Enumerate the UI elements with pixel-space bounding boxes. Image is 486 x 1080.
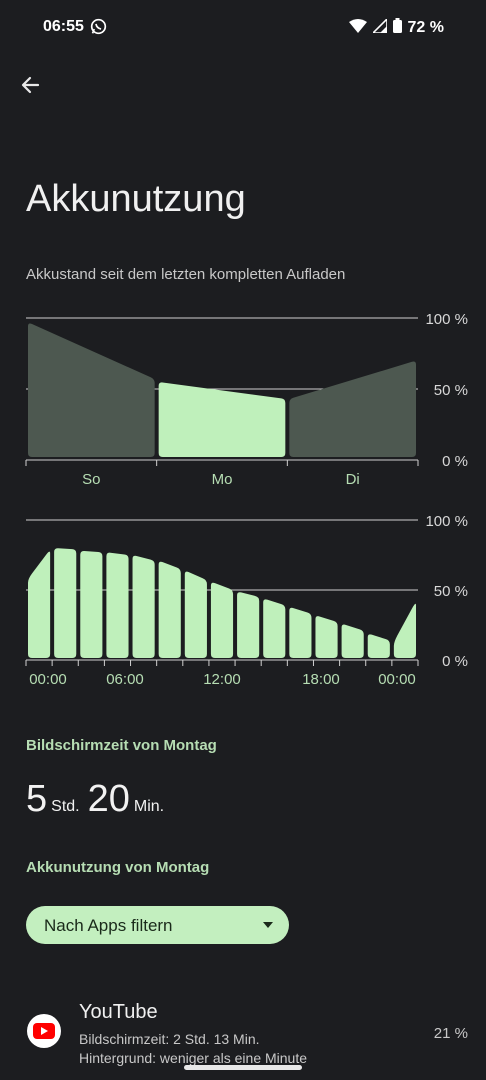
page-title: Akkunutzung	[26, 178, 246, 220]
screen-time-hours-unit: Std.	[51, 798, 80, 815]
daily-battery-chart[interactable]: 100 % 50 % 0 % So Mo Di	[0, 300, 486, 500]
signal-icon	[370, 16, 388, 38]
battery-icon	[392, 18, 402, 38]
back-button[interactable]	[18, 72, 44, 98]
hourly-bar	[106, 552, 129, 658]
hourly-battery-chart[interactable]: 100 % 50 % 0 % 00:00 06:00 12:00 18:00 00:00	[0, 505, 486, 695]
x-tick-label: 18:00	[302, 671, 340, 688]
hourly-bar	[393, 603, 416, 658]
hourly-bar	[210, 582, 234, 658]
y-tick-label: 50 %	[434, 583, 468, 600]
x-tick-label: 06:00	[106, 671, 144, 688]
chart-subtitle: Akkustand seit dem letzten kompletten Au…	[26, 266, 346, 283]
hourly-bar	[132, 555, 155, 658]
y-tick-label: 0 %	[442, 453, 468, 470]
area-segment-mo	[158, 382, 286, 457]
app-background-time: Hintergrund: weniger als eine Minute	[79, 1050, 308, 1066]
youtube-app-icon	[27, 1014, 61, 1048]
hourly-bar	[263, 599, 286, 658]
app-name: YouTube	[79, 1001, 158, 1023]
hourly-bar	[367, 634, 390, 658]
x-tick-label: 12:00	[203, 671, 241, 688]
screen-time-hours: 5	[26, 778, 48, 820]
filter-apps-label: Nach Apps filtern	[44, 916, 173, 935]
y-tick-label: 0 %	[442, 653, 468, 670]
hourly-bar	[28, 551, 51, 658]
hourly-bar	[158, 561, 181, 658]
hourly-bar	[341, 624, 364, 658]
x-tick-label: Di	[346, 471, 360, 488]
hourly-bar	[184, 571, 207, 658]
gesture-nav-handle[interactable]	[184, 1065, 302, 1070]
battery-percent: 72 %	[407, 19, 444, 36]
filter-apps-dropdown[interactable]: Nach Apps filtern	[26, 906, 289, 944]
wifi-icon	[348, 18, 367, 38]
hourly-bar	[54, 548, 77, 658]
app-usage-percent: 21 %	[433, 1025, 468, 1042]
dropdown-arrow-icon	[263, 922, 273, 928]
back-arrow-icon	[21, 76, 40, 94]
area-segment-di	[289, 361, 416, 457]
area-segment-so	[28, 323, 155, 457]
screen-time-minutes: 20	[87, 778, 130, 820]
x-tick-label: 00:00	[29, 671, 67, 688]
hourly-bar	[80, 551, 103, 658]
screen-time-heading: Bildschirmzeit von Montag	[26, 737, 217, 754]
app-usage-row[interactable]: YouTube Bildschirmzeit: 2 Std. 13 Min. H…	[0, 992, 486, 1080]
x-tick-label: So	[82, 471, 100, 488]
y-tick-label: 50 %	[434, 382, 468, 399]
x-tick-label: 00:00	[378, 671, 416, 688]
y-tick-label: 100 %	[425, 513, 468, 530]
screen-time-minutes-unit: Min.	[133, 798, 165, 815]
app-screen-time: Bildschirmzeit: 2 Std. 13 Min.	[79, 1031, 260, 1047]
x-tick-label: Mo	[212, 471, 233, 488]
hourly-bar	[237, 592, 260, 658]
y-tick-label: 100 %	[425, 311, 468, 328]
hourly-bar	[289, 607, 312, 658]
status-bar: 06:55 72 %	[0, 0, 486, 56]
usage-heading: Akkunutzung von Montag	[26, 859, 210, 876]
screen-time-value: 5 Std. 20 Min.	[26, 778, 172, 821]
hourly-bar	[315, 616, 338, 658]
status-time: 06:55	[43, 18, 84, 35]
whatsapp-notification-icon	[90, 18, 107, 40]
